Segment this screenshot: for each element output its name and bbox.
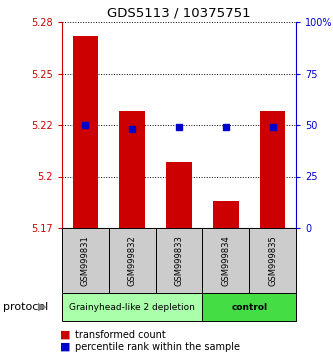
Text: ■: ■ — [60, 342, 71, 352]
Text: transformed count: transformed count — [75, 330, 166, 340]
Title: GDS5113 / 10375751: GDS5113 / 10375751 — [107, 6, 251, 19]
Text: ▶: ▶ — [38, 302, 46, 312]
Text: GSM999833: GSM999833 — [174, 235, 183, 286]
Text: Grainyhead-like 2 depletion: Grainyhead-like 2 depletion — [69, 303, 195, 312]
Bar — [260, 110, 285, 228]
Bar — [109, 228, 156, 293]
Bar — [73, 36, 98, 228]
Text: ■: ■ — [60, 330, 71, 340]
Text: protocol: protocol — [3, 302, 49, 312]
Text: GSM999834: GSM999834 — [221, 235, 230, 286]
Bar — [156, 228, 202, 293]
Bar — [249, 228, 296, 293]
Text: GSM999831: GSM999831 — [81, 235, 90, 286]
Bar — [119, 110, 145, 228]
Text: GSM999832: GSM999832 — [128, 235, 137, 286]
Text: percentile rank within the sample: percentile rank within the sample — [75, 342, 240, 352]
Bar — [202, 228, 249, 293]
Bar — [62, 228, 109, 293]
Text: GSM999835: GSM999835 — [268, 235, 277, 286]
Text: control: control — [231, 303, 267, 312]
Bar — [166, 162, 192, 228]
Bar — [202, 293, 296, 321]
Bar — [62, 293, 202, 321]
Bar — [213, 201, 239, 228]
